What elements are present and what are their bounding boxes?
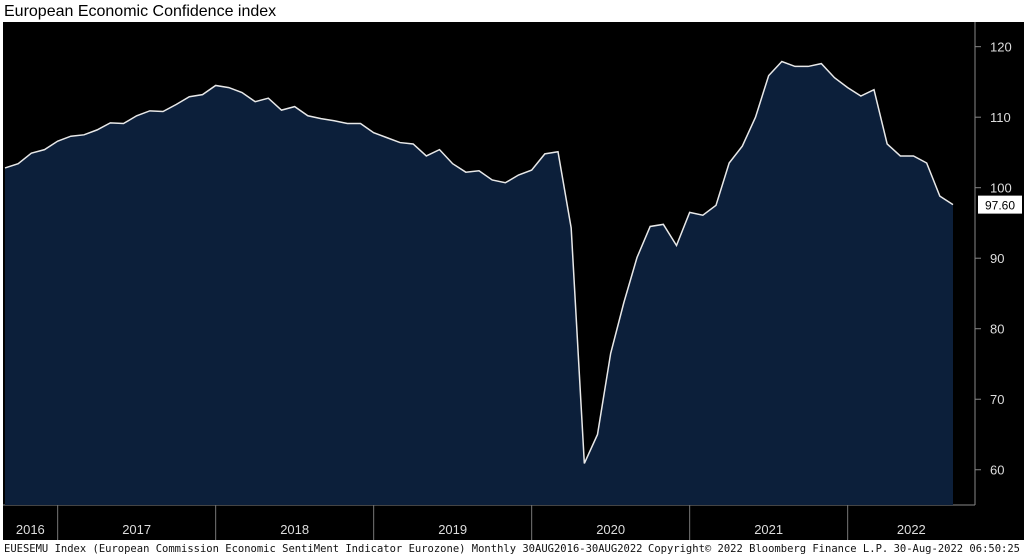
y-tick-label: 80 xyxy=(990,322,1004,337)
y-tick-label: 90 xyxy=(990,251,1004,266)
x-tick-label: 2017 xyxy=(122,522,151,537)
x-tick-label: 2019 xyxy=(438,522,467,537)
y-tick-label: 70 xyxy=(990,392,1004,407)
x-tick-label: 2016 xyxy=(16,522,45,537)
footer-source: EUESEMU Index (European Commission Econo… xyxy=(4,543,642,555)
x-tick-label: 2020 xyxy=(596,522,625,537)
last-value-label: 97.60 xyxy=(985,199,1015,213)
y-tick-label: 110 xyxy=(990,110,1011,125)
line xyxy=(4,60,954,464)
area xyxy=(5,61,953,505)
footer-copyright: Copyright© 2022 Bloomberg Finance L.P. xyxy=(648,543,888,555)
chart-title: European Economic Confidence index xyxy=(4,3,276,20)
y-tick-label: 100 xyxy=(990,181,1012,196)
y-tick-label: 120 xyxy=(990,40,1012,55)
y-tick-label: 60 xyxy=(990,463,1004,478)
x-tick-label: 2022 xyxy=(897,522,926,537)
x-tick-label: 2021 xyxy=(754,522,783,537)
footer-timestamp: 30-Aug-2022 06:50:25 xyxy=(894,543,1020,555)
x-tick-label: 2018 xyxy=(280,522,309,537)
last-value-box xyxy=(978,195,1022,214)
